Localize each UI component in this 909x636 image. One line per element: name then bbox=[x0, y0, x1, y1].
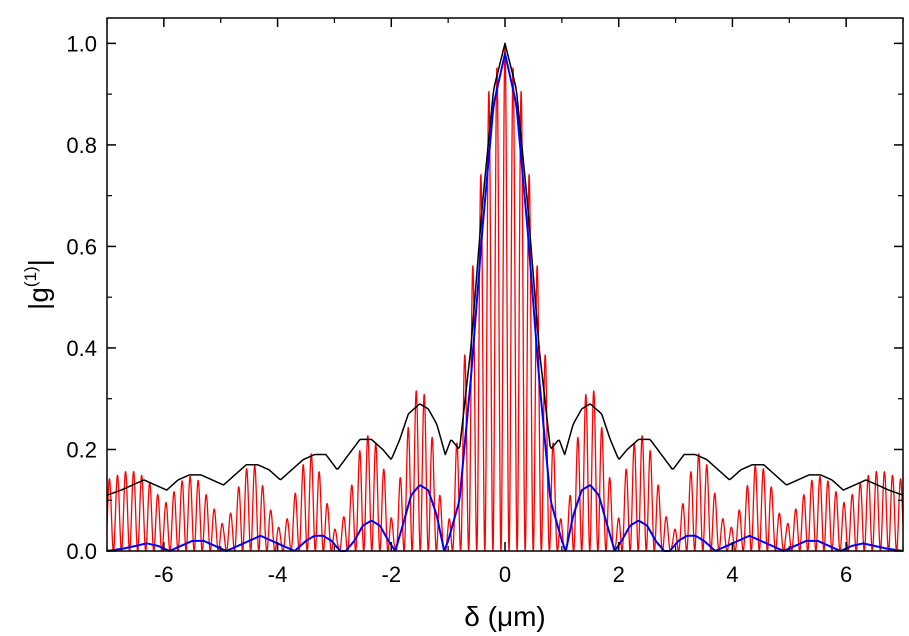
series-line-1 bbox=[106, 42, 904, 496]
x-tick-label: -2 bbox=[382, 562, 402, 587]
y-tick-label: 1.0 bbox=[66, 31, 97, 56]
ticks-layer: -6 -4 -2 0 2 4 6 0.0 0.2 0.4 0.6 0.8 1.0 bbox=[66, 18, 904, 587]
x-tick-label: 2 bbox=[613, 562, 625, 587]
y-tick-label: 0.0 bbox=[66, 539, 97, 564]
y-axis-title-end: | bbox=[23, 259, 54, 266]
x-tick-label: 0 bbox=[499, 562, 511, 587]
y-tick-label: 0.6 bbox=[66, 234, 97, 259]
y-tick-label: 0.8 bbox=[66, 133, 97, 158]
x-tick-label: -6 bbox=[154, 562, 174, 587]
y-axis-title-base: |g bbox=[23, 287, 54, 310]
series-line-0 bbox=[106, 42, 904, 552]
y-tick-label: 0.2 bbox=[66, 437, 97, 462]
x-axis-title: δ (μm) bbox=[464, 601, 545, 632]
x-tick-label: -4 bbox=[268, 562, 288, 587]
plot-frame bbox=[106, 17, 904, 552]
series-line-2 bbox=[106, 52, 904, 552]
y-axis-title: |g(1)| bbox=[21, 259, 54, 310]
x-tick-label: 4 bbox=[726, 562, 738, 587]
y-tick-label: 0.4 bbox=[66, 336, 97, 361]
y-axis-title-superscript: (1) bbox=[21, 266, 40, 287]
series-layer bbox=[106, 42, 904, 552]
x-tick-label: 6 bbox=[840, 562, 852, 587]
